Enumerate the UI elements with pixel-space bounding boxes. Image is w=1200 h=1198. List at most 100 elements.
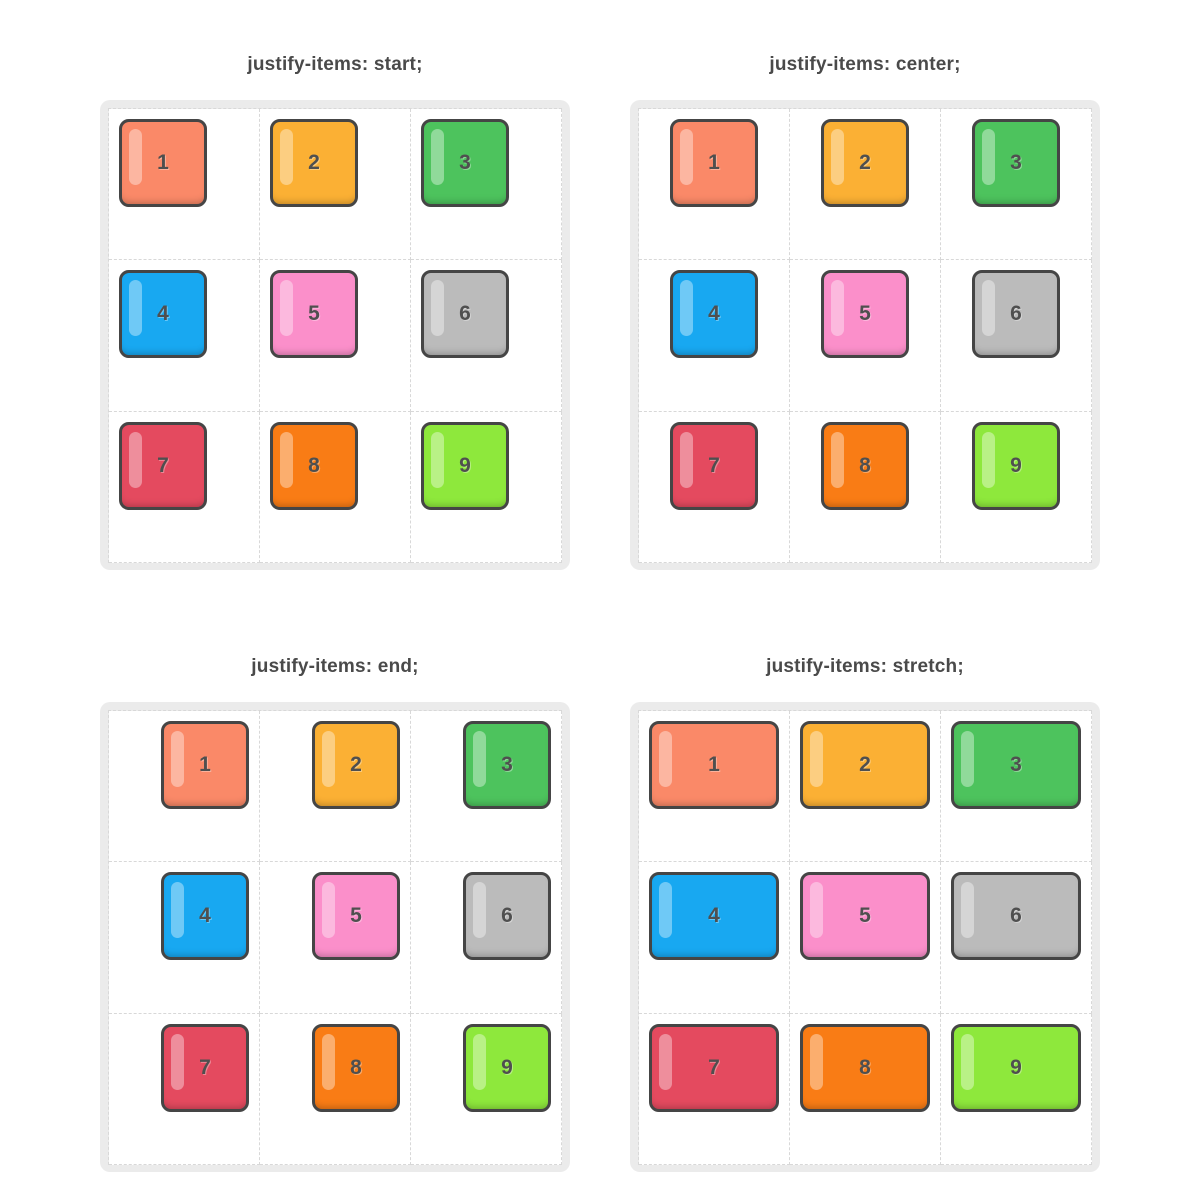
item-number: 6 [1010,904,1022,928]
item-number: 2 [350,753,362,776]
gloss-highlight [431,280,444,337]
grid-item-5: 5 [312,872,400,961]
item-number: 5 [308,302,320,326]
grid-item-9: 9 [421,421,509,510]
grid-item-2: 2 [270,119,358,207]
grid-cell: 3 [941,711,1092,863]
gloss-highlight [280,280,293,337]
item-number: 5 [859,302,871,326]
gloss-highlight [831,431,844,488]
gloss-highlight [171,1033,184,1090]
grid-item-8: 8 [312,1023,400,1112]
gloss-highlight [659,1033,672,1090]
grid-item-9: 9 [951,1023,1081,1112]
item-number: 8 [350,1055,362,1079]
item-number: 4 [708,904,720,928]
item-number: 3 [501,753,513,776]
grid-cell: 1 [639,109,790,261]
grid-item-9: 9 [972,421,1060,510]
gloss-highlight [473,1033,486,1090]
gloss-highlight [280,431,293,488]
grid-item-5: 5 [821,270,909,359]
grid-cell: 8 [260,411,411,563]
grid-cell: 4 [109,862,260,1014]
grid-cell: 9 [941,411,1092,563]
grid-cell: 6 [941,260,1092,412]
grid-cell: 2 [260,109,411,261]
gloss-highlight [431,129,444,185]
panel-justify-center: justify-items: center; 1 2 3 4 5 6 7 8 9 [630,52,1100,596]
grid-item-5: 5 [270,270,358,359]
grid-cell: 6 [941,862,1092,1014]
gloss-highlight [322,882,335,939]
gloss-highlight [659,731,672,787]
gloss-highlight [171,731,184,787]
grid-item-6: 6 [421,270,509,359]
gloss-highlight [961,731,974,787]
item-number: 1 [708,753,720,776]
gloss-highlight [961,1033,974,1090]
item-number: 6 [1010,302,1022,326]
item-number: 9 [1010,1055,1022,1079]
item-number: 4 [157,302,169,326]
grid-cell: 2 [790,109,941,261]
grid-item-5: 5 [800,872,930,961]
grid-cell: 5 [790,862,941,1014]
panel-justify-end: justify-items: end; 1 2 3 4 5 6 7 8 9 [100,654,570,1198]
grid-cell: 7 [639,1013,790,1165]
grid-item-2: 2 [312,721,400,809]
grid-cell: 2 [790,711,941,863]
grid-item-8: 8 [821,421,909,510]
grid-cell: 8 [790,411,941,563]
grid-cell: 3 [411,109,562,261]
grid-cell: 8 [790,1013,941,1165]
item-number: 1 [708,151,720,174]
grid-cell: 1 [109,711,260,863]
grid-item-6: 6 [463,872,551,961]
grid-item-3: 3 [951,721,1081,809]
item-number: 7 [708,453,720,477]
gloss-highlight [982,431,995,488]
grid-item-2: 2 [821,119,909,207]
item-number: 5 [350,904,362,928]
item-number: 7 [199,1055,211,1079]
gloss-highlight [961,882,974,939]
panel-justify-start: justify-items: start; 1 2 3 4 5 6 7 8 9 [100,52,570,596]
grid-item-4: 4 [670,270,758,359]
grid-item-8: 8 [270,421,358,510]
grid-item-3: 3 [421,119,509,207]
panel-title-center: justify-items: center; [769,54,961,75]
item-number: 9 [1010,453,1022,477]
grid-cell: 9 [411,1013,562,1165]
item-number: 9 [501,1055,513,1079]
gloss-highlight [473,731,486,787]
grid-item-1: 1 [119,119,207,207]
grid-cell: 4 [639,862,790,1014]
grid-item-7: 7 [670,421,758,510]
gloss-highlight [831,280,844,337]
gloss-highlight [982,280,995,337]
item-number: 8 [859,453,871,477]
item-number: 1 [199,753,211,776]
grid-cell: 7 [109,411,260,563]
grid-item-7: 7 [161,1023,249,1112]
gloss-highlight [831,129,844,185]
gloss-highlight [129,129,142,185]
item-number: 2 [859,151,871,174]
item-number: 4 [199,904,211,928]
gloss-highlight [171,882,184,939]
gloss-highlight [280,129,293,185]
item-number: 1 [157,151,169,174]
grid-cell: 5 [260,862,411,1014]
gloss-highlight [659,882,672,939]
grid-cell: 5 [790,260,941,412]
gloss-highlight [431,431,444,488]
item-number: 6 [501,904,513,928]
panel-title-stretch: justify-items: stretch; [766,656,964,677]
item-number: 2 [308,151,320,174]
gloss-highlight [473,882,486,939]
gloss-highlight [810,731,823,787]
grid-cell: 9 [411,411,562,563]
grid-center: 1 2 3 4 5 6 7 8 9 [638,108,1092,563]
